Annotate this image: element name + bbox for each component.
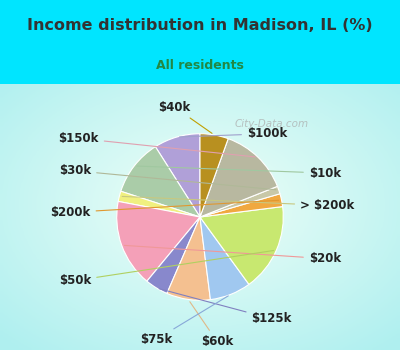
Wedge shape	[155, 134, 200, 217]
Text: All residents: All residents	[156, 59, 244, 72]
Text: $100k: $100k	[180, 127, 287, 140]
Text: $200k: $200k	[50, 200, 279, 219]
Text: $10k: $10k	[137, 166, 341, 180]
Wedge shape	[200, 186, 280, 217]
Wedge shape	[200, 134, 228, 217]
Wedge shape	[200, 206, 283, 284]
Wedge shape	[167, 217, 210, 300]
Text: $40k: $40k	[158, 101, 212, 133]
Wedge shape	[121, 147, 200, 217]
Text: City-Data.com: City-Data.com	[234, 119, 308, 129]
Text: $125k: $125k	[159, 289, 292, 325]
Text: $20k: $20k	[124, 245, 341, 265]
Wedge shape	[200, 194, 283, 217]
Wedge shape	[200, 139, 278, 217]
Text: $60k: $60k	[190, 302, 234, 348]
Wedge shape	[117, 201, 200, 281]
Text: $75k: $75k	[140, 296, 228, 346]
Wedge shape	[147, 217, 200, 293]
Text: > $200k: > $200k	[122, 196, 354, 212]
Text: Income distribution in Madison, IL (%): Income distribution in Madison, IL (%)	[27, 18, 373, 33]
Text: $150k: $150k	[58, 132, 255, 157]
Text: $50k: $50k	[59, 251, 274, 287]
Text: $30k: $30k	[59, 164, 276, 190]
Wedge shape	[200, 217, 249, 300]
Wedge shape	[118, 191, 200, 217]
